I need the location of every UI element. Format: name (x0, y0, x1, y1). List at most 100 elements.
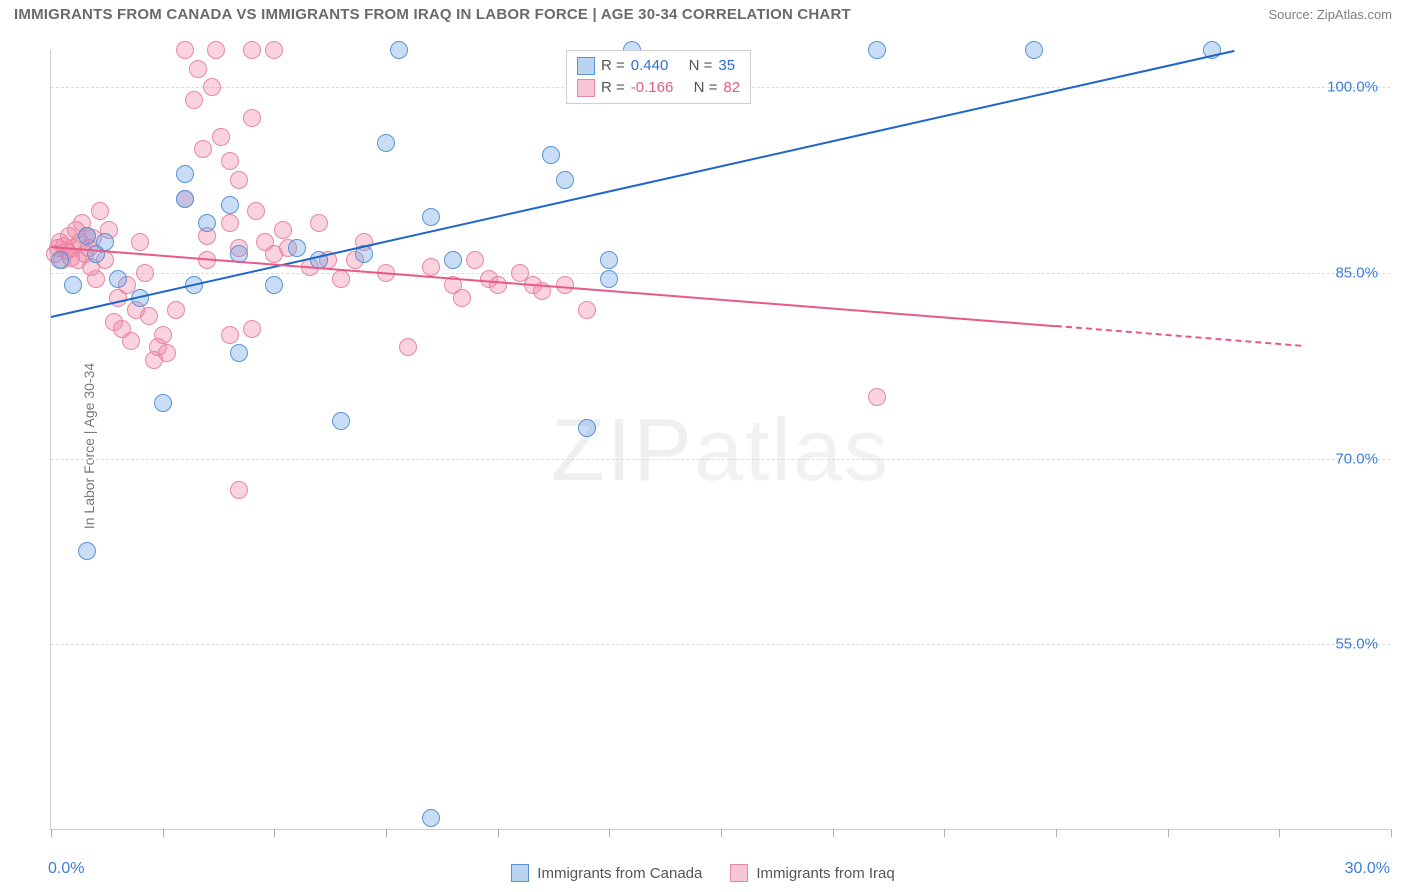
data-point (167, 301, 185, 319)
n-value-iraq: 82 (723, 77, 740, 99)
y-tick-label: 70.0% (1335, 450, 1378, 467)
legend-label-iraq: Immigrants from Iraq (756, 865, 894, 882)
x-tick (386, 829, 387, 837)
data-point (91, 202, 109, 220)
data-point (221, 214, 239, 232)
data-point (399, 338, 417, 356)
x-tick (1168, 829, 1169, 837)
data-point (578, 419, 596, 437)
stats-row-iraq: R = -0.166 N = 82 (577, 77, 740, 99)
y-tick-label: 100.0% (1327, 79, 1378, 96)
data-point (194, 140, 212, 158)
data-point (221, 152, 239, 170)
trend-line-extension (1056, 325, 1302, 347)
x-tick (274, 829, 275, 837)
x-tick (609, 829, 610, 837)
data-point (600, 251, 618, 269)
data-point (265, 41, 283, 59)
data-point (274, 221, 292, 239)
watermark-thin: atlas (694, 400, 890, 499)
chart-header: IMMIGRANTS FROM CANADA VS IMMIGRANTS FRO… (0, 0, 1406, 23)
data-point (489, 276, 507, 294)
data-point (556, 171, 574, 189)
watermark-bold: ZIP (551, 400, 694, 499)
x-tick (163, 829, 164, 837)
data-point (131, 233, 149, 251)
data-point (422, 258, 440, 276)
data-point (96, 233, 114, 251)
data-point (310, 214, 328, 232)
r-value-iraq: -0.166 (631, 77, 674, 99)
data-point (868, 41, 886, 59)
data-point (176, 190, 194, 208)
swatch-canada (577, 57, 595, 75)
legend-swatch-iraq (730, 864, 748, 882)
legend-item-iraq: Immigrants from Iraq (730, 864, 894, 882)
data-point (189, 60, 207, 78)
data-point (140, 307, 158, 325)
stats-row-canada: R = 0.440 N = 35 (577, 55, 740, 77)
data-point (51, 251, 69, 269)
x-tick (1056, 829, 1057, 837)
data-point (247, 202, 265, 220)
y-tick-label: 85.0% (1335, 264, 1378, 281)
data-point (390, 41, 408, 59)
data-point (176, 165, 194, 183)
legend-item-canada: Immigrants from Canada (511, 864, 702, 882)
r-value-canada: 0.440 (631, 55, 669, 77)
data-point (122, 332, 140, 350)
stats-legend: R = 0.440 N = 35 R = -0.166 N = 82 (566, 50, 751, 104)
data-point (78, 542, 96, 560)
plot-area: ZIPatlas 55.0% 70.0% 85.0% 100.0% (50, 50, 1390, 830)
data-point (64, 276, 82, 294)
watermark: ZIPatlas (551, 399, 890, 501)
x-tick (1391, 829, 1392, 837)
data-point (230, 344, 248, 362)
data-point (158, 344, 176, 362)
data-point (288, 239, 306, 257)
data-point (265, 276, 283, 294)
data-point (230, 171, 248, 189)
n-value-canada: 35 (718, 55, 735, 77)
r-label: R = (601, 77, 625, 99)
data-point (154, 326, 172, 344)
data-point (1025, 41, 1043, 59)
data-point (868, 388, 886, 406)
data-point (542, 146, 560, 164)
x-tick (944, 829, 945, 837)
data-point (578, 301, 596, 319)
n-label: N = (694, 77, 718, 99)
data-point (78, 227, 96, 245)
data-point (377, 134, 395, 152)
data-point (176, 41, 194, 59)
data-point (243, 41, 261, 59)
chart-source: Source: ZipAtlas.com (1268, 7, 1392, 22)
data-point (198, 214, 216, 232)
data-point (600, 270, 618, 288)
data-point (221, 326, 239, 344)
data-point (422, 208, 440, 226)
r-label: R = (601, 55, 625, 77)
data-point (422, 809, 440, 827)
x-tick (721, 829, 722, 837)
legend-swatch-canada (511, 864, 529, 882)
data-point (332, 412, 350, 430)
y-tick-label: 55.0% (1335, 636, 1378, 653)
x-tick (51, 829, 52, 837)
gridline (51, 273, 1390, 274)
data-point (87, 270, 105, 288)
data-point (136, 264, 154, 282)
data-point (185, 91, 203, 109)
data-point (243, 320, 261, 338)
data-point (243, 109, 261, 127)
swatch-iraq (577, 79, 595, 97)
data-point (444, 251, 462, 269)
data-point (207, 41, 225, 59)
data-point (230, 481, 248, 499)
data-point (453, 289, 471, 307)
legend-label-canada: Immigrants from Canada (537, 865, 702, 882)
data-point (221, 196, 239, 214)
data-point (154, 394, 172, 412)
data-point (212, 128, 230, 146)
x-tick (1279, 829, 1280, 837)
